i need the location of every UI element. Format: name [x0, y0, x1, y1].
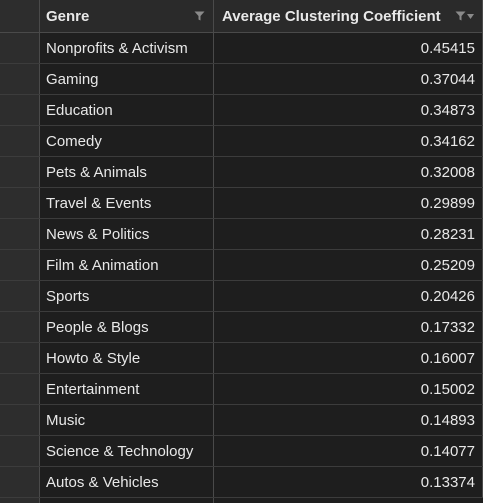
avg-clustering-cell[interactable]: 0.16007 — [214, 343, 483, 373]
genre-cell[interactable]: Travel & Events — [40, 188, 214, 218]
genre-cell[interactable]: Gaming — [40, 64, 214, 94]
genre-cell[interactable]: Howto & Style — [40, 343, 214, 373]
avg-clustering-cell[interactable]: 0.14893 — [214, 405, 483, 435]
row-index-cell — [0, 219, 40, 249]
table-body: Nonprofits & Activism 0.45415 Gaming 0.3704… — [0, 33, 483, 498]
table-row[interactable]: Gaming 0.37044 — [0, 64, 483, 95]
genre-cell[interactable]: Education — [40, 95, 214, 125]
filter-icon[interactable] — [194, 11, 205, 21]
row-index-cell — [0, 312, 40, 342]
row-index-cell — [0, 64, 40, 94]
genre-cell[interactable]: Nonprofits & Activism — [40, 33, 214, 63]
row-index-cell — [0, 126, 40, 156]
table-row[interactable]: Howto & Style 0.16007 — [0, 343, 483, 374]
row-index-cell — [0, 188, 40, 218]
avg-clustering-cell[interactable]: 0.32008 — [214, 157, 483, 187]
table-row[interactable]: Sports 0.20426 — [0, 281, 483, 312]
genre-cell[interactable]: News & Politics — [40, 219, 214, 249]
table-bottom-strip — [0, 498, 483, 503]
column-header-avg-clustering-label: Average Clustering Coefficient — [222, 7, 441, 25]
genre-cell[interactable]: Autos & Vehicles — [40, 467, 214, 497]
avg-clustering-cell[interactable]: 0.34162 — [214, 126, 483, 156]
column-header-genre[interactable]: Genre — [40, 0, 214, 32]
genre-cell[interactable]: Science & Technology — [40, 436, 214, 466]
genre-cell[interactable]: Music — [40, 405, 214, 435]
table-row[interactable]: Nonprofits & Activism 0.45415 — [0, 33, 483, 64]
avg-clustering-cell[interactable]: 0.37044 — [214, 64, 483, 94]
column-header-genre-label: Genre — [46, 7, 90, 25]
table-row[interactable]: Film & Animation 0.25209 — [0, 250, 483, 281]
filter-sort-icon[interactable] — [455, 11, 474, 21]
table-row[interactable]: Science & Technology 0.14077 — [0, 436, 483, 467]
avg-clustering-cell[interactable]: 0.20426 — [214, 281, 483, 311]
genre-cell[interactable]: Pets & Animals — [40, 157, 214, 187]
avg-clustering-cell[interactable]: 0.14077 — [214, 436, 483, 466]
table-row[interactable]: Autos & Vehicles 0.13374 — [0, 467, 483, 498]
avg-clustering-cell[interactable]: 0.17332 — [214, 312, 483, 342]
avg-clustering-cell[interactable]: 0.34873 — [214, 95, 483, 125]
table-row[interactable]: People & Blogs 0.17332 — [0, 312, 483, 343]
avg-clustering-cell[interactable]: 0.45415 — [214, 33, 483, 63]
avg-clustering-cell[interactable]: 0.15002 — [214, 374, 483, 404]
table-row[interactable]: Pets & Animals 0.32008 — [0, 157, 483, 188]
column-header-avg-clustering[interactable]: Average Clustering Coefficient — [214, 0, 483, 32]
genre-cell[interactable]: Comedy — [40, 126, 214, 156]
table-row[interactable]: Education 0.34873 — [0, 95, 483, 126]
table-header-row: Genre Average Clustering Coefficient — [0, 0, 483, 33]
genre-cell[interactable]: People & Blogs — [40, 312, 214, 342]
row-index-cell — [0, 405, 40, 435]
avg-clustering-cell[interactable]: 0.28231 — [214, 219, 483, 249]
table-row[interactable]: Music 0.14893 — [0, 405, 483, 436]
row-index-cell — [0, 250, 40, 280]
row-index-cell — [0, 281, 40, 311]
avg-clustering-cell[interactable]: 0.29899 — [214, 188, 483, 218]
row-index-cell — [0, 467, 40, 497]
avg-clustering-cell[interactable]: 0.25209 — [214, 250, 483, 280]
genre-cell[interactable]: Entertainment — [40, 374, 214, 404]
row-index-cell — [0, 343, 40, 373]
row-index-cell — [0, 95, 40, 125]
row-index-cell — [0, 436, 40, 466]
table-row[interactable]: Comedy 0.34162 — [0, 126, 483, 157]
genre-cell-empty — [40, 498, 214, 503]
row-index-cell — [0, 33, 40, 63]
table-row[interactable]: Entertainment 0.15002 — [0, 374, 483, 405]
table-row[interactable]: News & Politics 0.28231 — [0, 219, 483, 250]
avg-clustering-cell[interactable]: 0.13374 — [214, 467, 483, 497]
genre-cell[interactable]: Film & Animation — [40, 250, 214, 280]
table-row[interactable]: Travel & Events 0.29899 — [0, 188, 483, 219]
row-index-header — [0, 0, 40, 32]
genre-cell[interactable]: Sports — [40, 281, 214, 311]
row-index-cell — [0, 374, 40, 404]
row-index-cell — [0, 157, 40, 187]
row-index-cell — [0, 498, 40, 503]
